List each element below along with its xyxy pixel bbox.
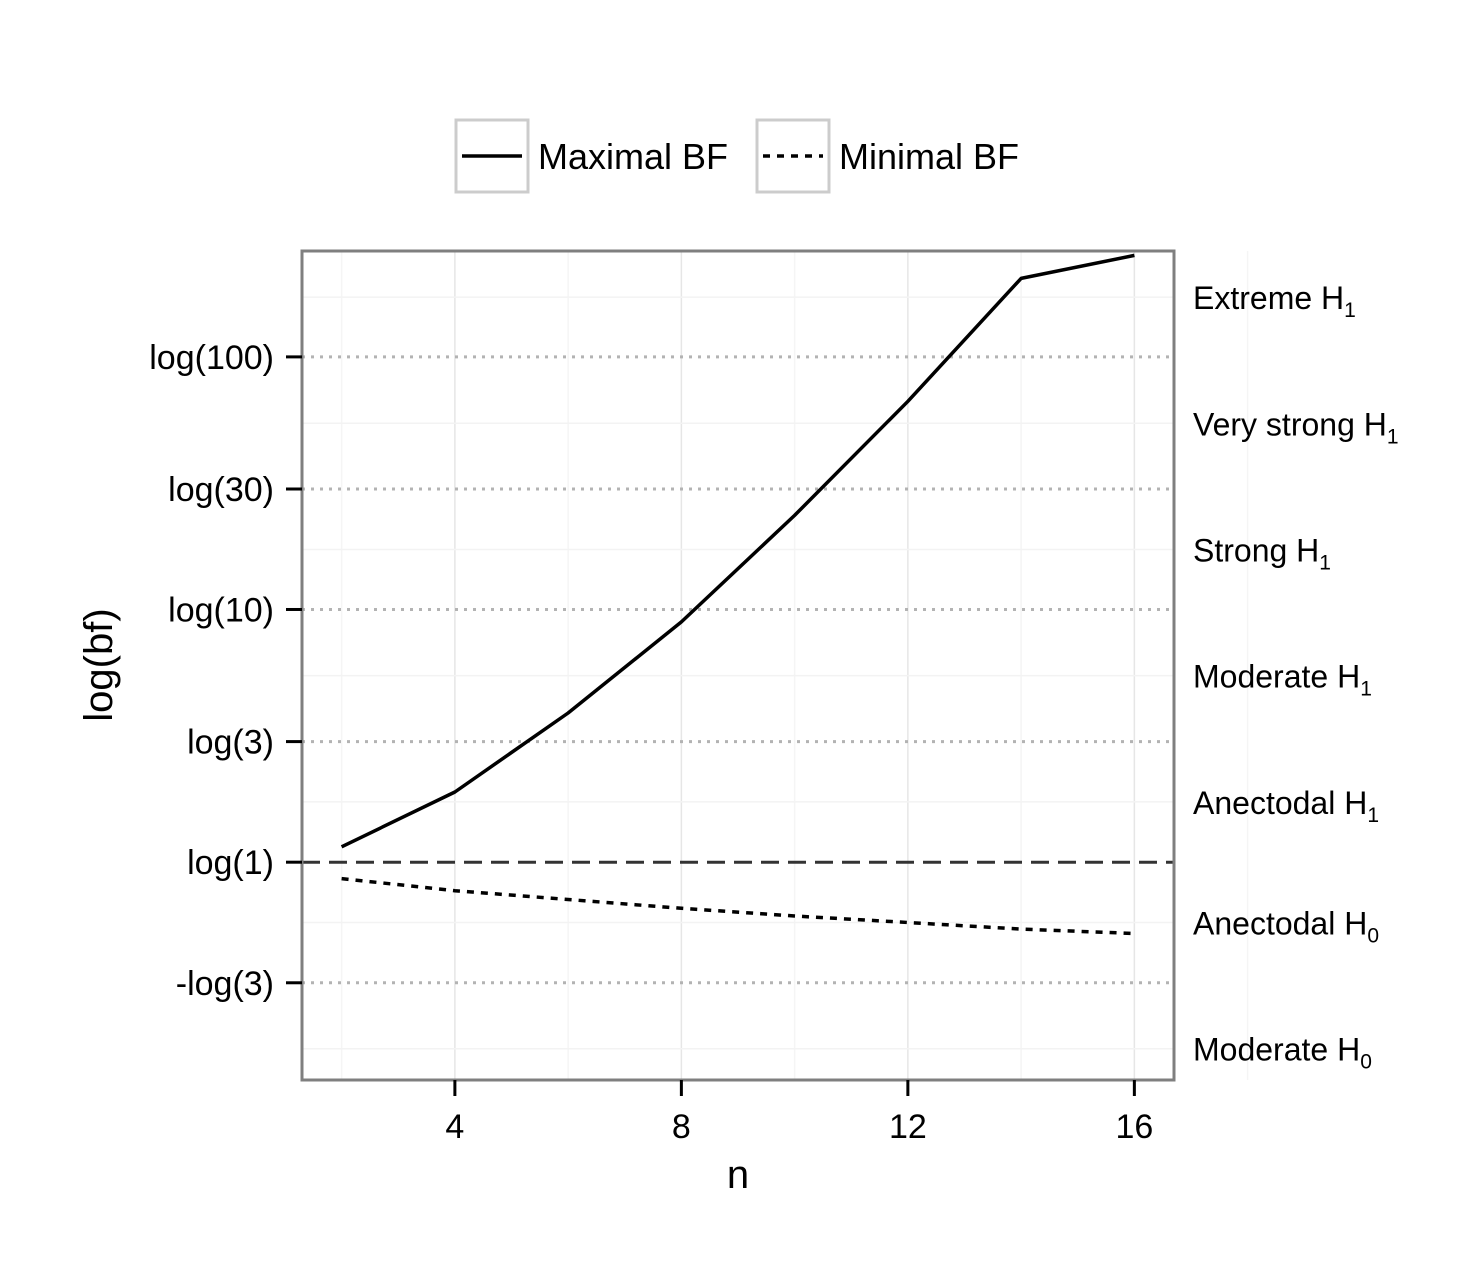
x-tick-label: 16: [1115, 1108, 1153, 1146]
x-tick-label: 12: [889, 1108, 927, 1146]
y-tick-label: -log(3): [176, 965, 274, 1003]
series-line-maximal-bf: [340, 253, 1135, 849]
x-axis: 4 8 12 16: [445, 1080, 1153, 1146]
threshold-lines: [302, 355, 1174, 985]
region-label: Anectodal H1: [1193, 785, 1379, 827]
y-tick-label: log(30): [168, 471, 274, 509]
y-tick-label: log(10): [168, 591, 274, 629]
x-tick-label: 4: [445, 1108, 464, 1146]
legend: Maximal BF Minimal BF: [454, 118, 1019, 194]
y-tick-label: log(100): [149, 339, 274, 377]
legend-label-maximal-bf: Maximal BF: [538, 136, 728, 177]
region-label: Very strong H1: [1193, 406, 1399, 448]
y-axis: log(100) log(30) log(10) log(3) log(1) -log(3…: [149, 339, 302, 1003]
y-tick-label: log(3): [187, 724, 274, 762]
region-label: Moderate H0: [1193, 1032, 1372, 1074]
region-labels: Extreme H1 Very strong H1 Strong H1 Moderat…: [1193, 280, 1399, 1074]
y-axis-title: log(bf): [77, 608, 121, 721]
plot-border: [300, 249, 1176, 1082]
x-tick-label: 8: [672, 1108, 691, 1146]
legend-label-minimal-bf: Minimal BF: [839, 136, 1019, 177]
series-lines: [340, 253, 1135, 936]
region-label: Extreme H1: [1193, 280, 1356, 322]
region-label: Moderate H1: [1193, 659, 1372, 701]
region-label: Anectodal H0: [1193, 906, 1379, 948]
y-tick-label: log(1): [187, 844, 274, 882]
region-label: Strong H1: [1193, 532, 1331, 574]
series-line-minimal-bf: [341, 876, 1135, 936]
grid: [302, 251, 1249, 1080]
x-axis-title: n: [727, 1153, 749, 1197]
plot-background: [302, 251, 1174, 1080]
